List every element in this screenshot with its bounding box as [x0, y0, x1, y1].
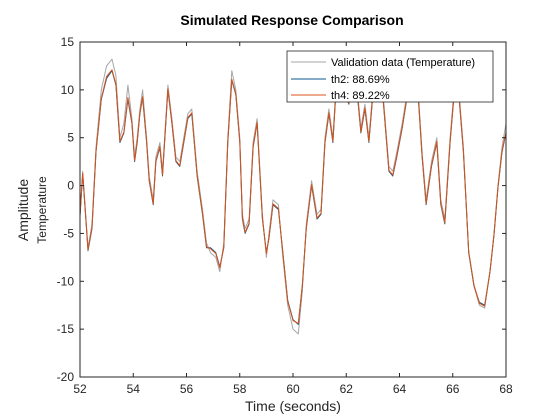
- chart-title: Simulated Response Comparison: [180, 12, 403, 28]
- y-tick-label: -5: [63, 226, 74, 240]
- legend-label-th2: th2: 88.69%: [331, 74, 390, 86]
- y-tick-label: -20: [57, 370, 75, 384]
- x-tick-label: 64: [393, 382, 407, 396]
- legend[interactable]: Validation data (Temperature) th2: 88.69…: [286, 50, 494, 103]
- x-tick-label: 58: [233, 382, 247, 396]
- y-tick-label: -10: [57, 274, 75, 288]
- y-tick-label: 0: [67, 179, 74, 193]
- x-tick-label: 56: [180, 382, 194, 396]
- y-tick-label: 15: [61, 35, 75, 49]
- y-axis-label: Amplitude: [15, 179, 31, 241]
- x-axis-label: Time (seconds): [245, 398, 341, 414]
- x-tick-label: 52: [73, 382, 87, 396]
- y-axis-sublabel: Temperature: [35, 176, 49, 244]
- tick-layer: 52 54 56 58 60 62 64 66 68 -20 -15 -10 -5 0 5 10 15: [57, 35, 513, 396]
- x-tick-label: 62: [340, 382, 354, 396]
- y-tick-label: 5: [67, 131, 74, 145]
- x-tick-label: 54: [127, 382, 141, 396]
- x-tick-label: 68: [499, 382, 513, 396]
- x-tick-label: 60: [286, 382, 300, 396]
- x-tick-label: 66: [446, 382, 460, 396]
- legend-label-validation: Validation data (Temperature): [331, 57, 475, 69]
- series-line-th4: [79, 64, 507, 324]
- y-tick-label: -15: [57, 322, 75, 336]
- legend-box: [286, 50, 494, 103]
- y-tick-label: 10: [61, 83, 75, 97]
- legend-label-th4: th4: 89.22%: [331, 90, 390, 102]
- series-layer: [79, 58, 507, 335]
